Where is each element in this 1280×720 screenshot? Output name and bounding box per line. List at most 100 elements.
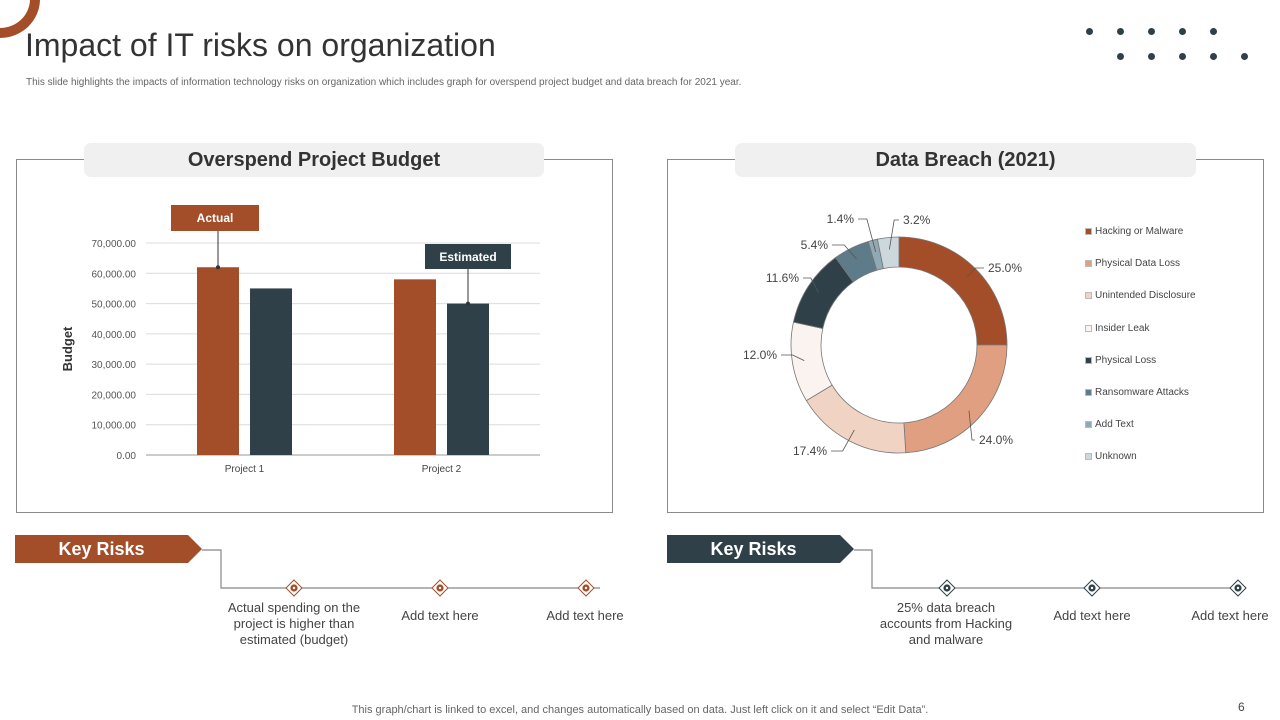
key-risk-right-2: Add text here [1053,608,1131,623]
key-risk-left-2: Add text here [401,608,479,623]
decor-dot [1117,53,1124,60]
bar-actual [394,279,436,455]
legend-label: Unknown [1095,451,1137,463]
slice-leader-line [781,354,805,361]
decor-dot [1210,53,1217,60]
key-risk-left-3: Add text here [546,608,624,623]
timeline-marker [938,579,956,597]
slice-leader-line [803,277,819,293]
key-risks-label: Key Risks [58,539,145,559]
bar-actual [197,267,239,455]
y-tick-label: 0.00 [117,451,137,462]
legend-label: Ransomware Attacks [1095,387,1189,398]
slice-label: 11.6% [766,271,799,285]
slice-label: 12.0% [743,348,777,362]
donut-slice [898,236,1008,346]
legend-label: Physical Loss [1095,354,1157,366]
breach-panel-heading: Data Breach (2021) [735,143,1196,177]
key-risk-right-3: Add text here [1191,608,1269,623]
legend-item: Physical Data Loss [1085,258,1180,269]
timeline-connector [854,549,1246,589]
slice-leader-line [858,218,877,252]
legend-item: Physical Loss [1085,355,1156,366]
decor-dot [1148,28,1155,35]
x-tick-label: Project 2 [422,464,462,475]
estimated-callout-box [425,244,511,269]
actual-callout-label: Actual [197,211,234,225]
y-tick-label: 40,000.00 [92,330,137,341]
timeline-marker [285,579,303,597]
budget-panel-heading: Overspend Project Budget [84,143,544,177]
legend-swatch [1085,389,1092,396]
key-risks-timeline-left [202,549,600,597]
y-tick-label: 10,000.00 [92,421,137,432]
slice-label: 25.0% [988,261,1022,275]
key-risks-tag-left: Key Risks [15,535,202,563]
breach-donut-chart: 25.0% 24.0% 17.4% 12.0% 11.6% 5.4% 1.4% 3.2% [743,212,1022,458]
legend-item: Unknown [1085,451,1137,462]
timeline-marker [1229,579,1247,597]
decor-dot [1210,28,1217,35]
callout-dot [466,301,470,306]
legend-label: Unintended Disclosure [1095,290,1196,302]
slice-leader-line [968,410,975,441]
key-risks-tag-right: Key Risks [667,535,854,563]
slice-leader-line [966,267,984,278]
slice-leader-line [832,244,857,260]
key-risk-left-1: Actual spending on the project is higher… [227,600,361,647]
legend-label: Insider Leak [1095,322,1150,334]
timeline-connector [202,549,600,589]
slice-label: 3.2% [903,213,931,227]
donut-slice [790,321,833,402]
x-tick-label: Project 1 [225,464,265,475]
decor-dot [1148,53,1155,60]
timeline-marker [431,579,449,597]
page-number: 6 [1238,700,1245,714]
legend-label: Physical Data Loss [1095,258,1181,270]
dot-grid-decoration [1080,24,1250,68]
y-tick-label: 30,000.00 [92,360,137,371]
decor-dot [1117,28,1124,35]
budget-bar-chart: 0.00 10,000.00 20,000.00 30,000.00 40,000.00… [60,205,540,475]
key-risk-right-1: 25% data breach accounts from Hacking an… [879,600,1013,647]
legend-item: Unintended Disclosure [1085,290,1196,301]
y-tick-label: 60,000.00 [92,269,137,280]
actual-callout-box [171,205,259,231]
page-title: Impact of IT risks on organization [25,27,496,63]
callout-dot [216,265,220,270]
slice-leader-line [888,219,899,250]
legend-swatch [1085,228,1092,235]
key-risks-label: Key Risks [710,539,797,559]
legend-label: Add Text [1095,419,1134,431]
donut-slice [805,384,907,454]
y-tick-label: 50,000.00 [92,300,137,311]
slice-label: 1.4% [827,212,855,226]
donut-slice [876,236,900,270]
legend-swatch [1085,421,1092,429]
y-tick-label: 20,000.00 [92,390,137,401]
timeline-marker [577,579,595,597]
footer-note: This graph/chart is linked to excel, and… [351,704,929,716]
decor-dot [1179,28,1186,35]
legend-item: Hacking or Malware [1085,226,1183,237]
estimated-callout-label: Estimated [439,250,496,264]
slice-label: 5.4% [801,238,829,252]
bar-estimated [250,288,292,455]
decor-dot [1179,53,1186,60]
slice-label: 24.0% [979,433,1013,447]
slice-leader-line [831,429,855,452]
legend-item: Insider Leak [1085,323,1149,334]
legend-swatch [1085,260,1092,268]
y-tick-label: 70,000.00 [92,239,137,250]
key-risks-timeline-right [854,549,1247,597]
legend-swatch [1085,324,1092,332]
bar-estimated [447,303,489,455]
legend-swatch [1085,292,1092,300]
legend-item: Ransomware Attacks [1085,387,1189,398]
slice-label: 17.4% [793,444,827,458]
legend-swatch [1085,356,1092,364]
decor-dot [1241,53,1248,60]
legend-swatch [1085,453,1092,461]
decor-dot [1086,28,1093,35]
timeline-marker [1083,579,1101,597]
